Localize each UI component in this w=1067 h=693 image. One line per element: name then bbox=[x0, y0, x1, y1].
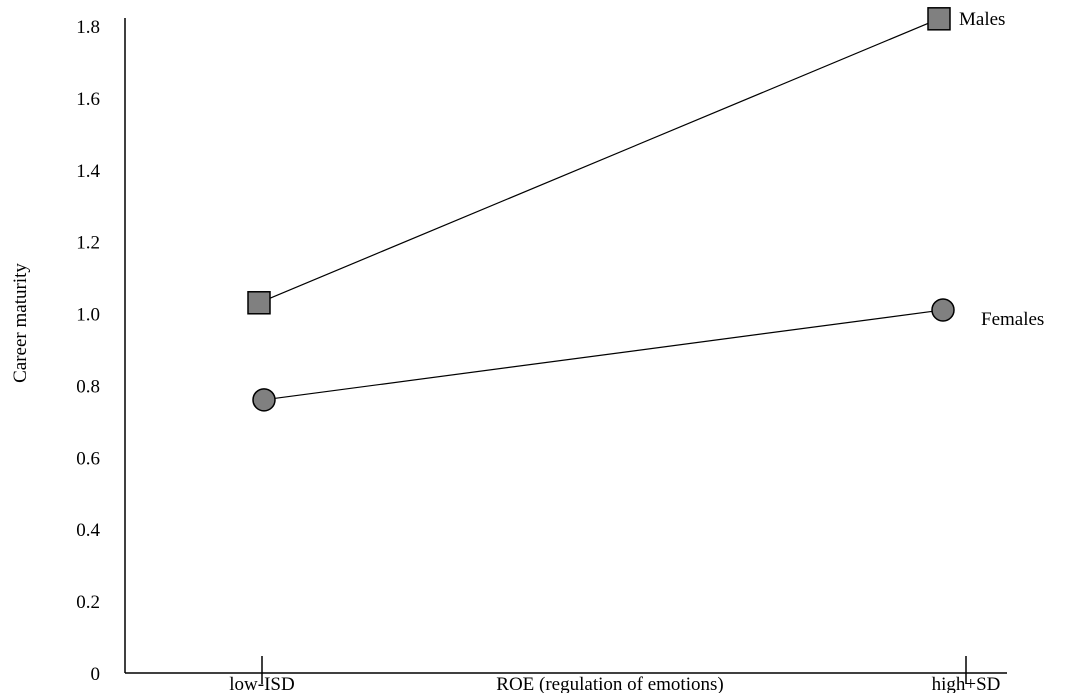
y-axis-title: Career maturity bbox=[10, 263, 31, 383]
y-tick-label: 0.2 bbox=[76, 592, 100, 613]
data-point bbox=[927, 7, 951, 31]
series-label: Females bbox=[981, 309, 1044, 330]
y-tick-label: 1.6 bbox=[76, 89, 100, 110]
y-axis-ticks: 0 0.2 0.4 0.6 0.8 1.0 1.2 1.4 1.6 1.8 bbox=[76, 17, 100, 685]
y-tick-label: 0.6 bbox=[76, 448, 100, 469]
y-tick-label: 0.8 bbox=[76, 376, 100, 397]
series-group: Males Females bbox=[247, 7, 1044, 412]
x-tick-label: high+SD bbox=[932, 674, 1001, 693]
series-label: Males bbox=[959, 9, 1005, 30]
y-tick-label: 1.4 bbox=[76, 161, 100, 182]
x-tick-label: low-ISD bbox=[229, 674, 294, 693]
series-line bbox=[263, 309, 944, 401]
series-females: Females bbox=[252, 298, 1044, 412]
y-tick-label: 0.4 bbox=[76, 520, 100, 541]
data-point bbox=[252, 388, 276, 412]
x-axis-ticks: low-ISD high+SD bbox=[229, 656, 1000, 693]
data-point bbox=[247, 291, 271, 315]
y-tick-label: 0 bbox=[91, 664, 101, 685]
series-males: Males bbox=[247, 7, 1005, 315]
y-tick-label: 1.2 bbox=[76, 233, 100, 254]
y-tick-label: 1.8 bbox=[76, 17, 100, 38]
data-point bbox=[931, 298, 955, 322]
x-axis-title: ROE (regulation of emotions) bbox=[496, 674, 723, 693]
series-line bbox=[258, 18, 940, 304]
y-tick-label: 1.0 bbox=[76, 305, 100, 326]
